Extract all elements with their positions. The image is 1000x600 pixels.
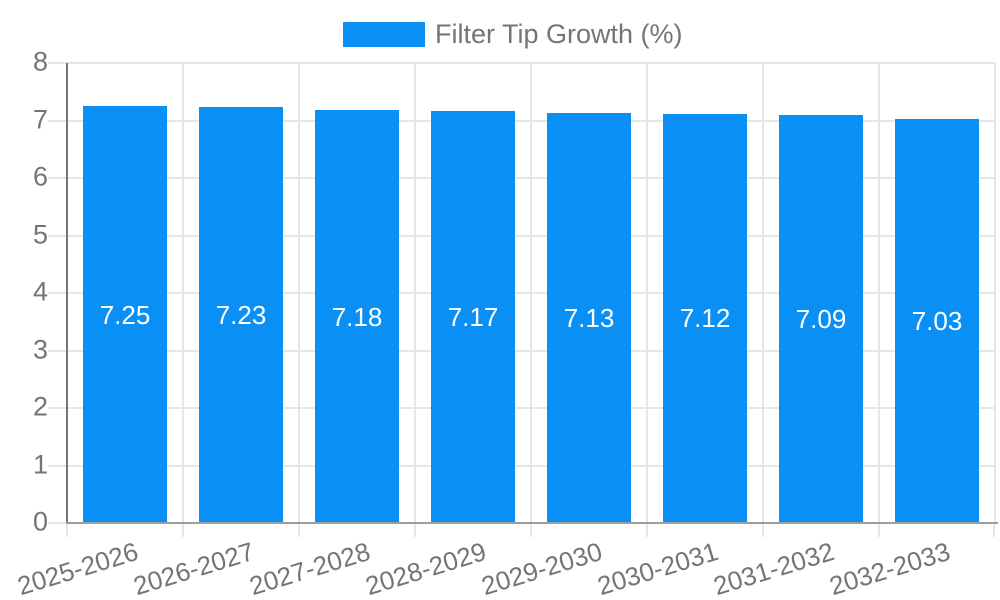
gridline-vertical: [878, 63, 880, 523]
bar-value-label: 7.17: [447, 301, 499, 332]
y-axis-tick: [48, 464, 67, 467]
bar[interactable]: 7.25: [83, 106, 167, 523]
y-axis-tick: [48, 62, 67, 64]
y-axis-line: [66, 63, 68, 523]
y-axis-tick-label: 7: [32, 103, 48, 134]
y-axis-tick-label: 0: [32, 506, 48, 537]
gridline-vertical: [182, 63, 184, 523]
gridline-vertical: [414, 63, 416, 523]
chart-legend: Filter Tip Growth (%): [343, 19, 683, 50]
bar[interactable]: 7.18: [315, 110, 399, 523]
y-axis-tick-label: 8: [32, 46, 48, 77]
bar-value-label: 7.09: [795, 304, 847, 335]
x-axis-tick-label: 2027-2028: [245, 536, 374, 600]
y-axis-tick: [48, 522, 67, 524]
bar[interactable]: 7.13: [547, 113, 631, 523]
y-axis-tick: [48, 177, 67, 179]
x-axis-tick-label: 2030-2031: [593, 536, 722, 600]
y-axis-tick-label: 3: [32, 333, 48, 364]
x-axis-tick-label: 2028-2029: [361, 536, 490, 600]
x-axis-tick: [298, 523, 300, 537]
x-axis-tick-label: 2029-2030: [477, 536, 606, 600]
gridline-vertical: [530, 63, 532, 523]
y-axis-tick: [48, 119, 67, 122]
gridline-vertical: [646, 63, 648, 523]
y-axis-tick: [48, 407, 67, 409]
x-axis-tick: [414, 523, 416, 537]
legend-swatch: [343, 22, 425, 48]
gridline-vertical: [762, 63, 764, 523]
bar-value-label: 7.23: [215, 300, 267, 331]
x-axis-tick: [646, 523, 648, 537]
bar-value-label: 7.18: [331, 301, 383, 332]
x-axis-tick: [530, 523, 532, 537]
bar[interactable]: 7.12: [663, 113, 747, 523]
bar-value-label: 7.12: [679, 303, 731, 334]
x-axis-tick: [66, 523, 68, 537]
y-axis-tick-label: 2: [32, 391, 48, 422]
x-axis-line: [66, 522, 998, 524]
x-axis-tick-label: 2032-2033: [825, 536, 954, 600]
x-axis-tick-label: 2031-2032: [709, 536, 838, 600]
x-axis-tick: [182, 523, 184, 537]
bar[interactable]: 7.03: [895, 118, 979, 523]
y-axis-tick-label: 5: [32, 218, 48, 249]
bar-value-label: 7.03: [911, 305, 963, 336]
y-axis-tick-label: 1: [32, 448, 48, 479]
y-axis-tick-label: 4: [32, 276, 48, 307]
bar[interactable]: 7.23: [199, 107, 283, 523]
x-axis-tick-label: 2025-2026: [13, 536, 142, 600]
x-axis-tick: [762, 523, 764, 537]
y-axis-tick: [48, 349, 67, 352]
x-axis-tick: [878, 523, 880, 537]
y-axis-tick: [48, 292, 67, 294]
bar[interactable]: 7.09: [779, 115, 863, 523]
gridline-vertical: [298, 63, 300, 523]
bar-value-label: 7.25: [99, 299, 151, 330]
y-axis-tick: [48, 234, 67, 237]
y-axis-tick-label: 6: [32, 161, 48, 192]
bar-value-label: 7.13: [563, 303, 615, 334]
gridline-vertical: [994, 63, 996, 523]
bar[interactable]: 7.17: [431, 110, 515, 523]
legend-label: Filter Tip Growth (%): [435, 19, 683, 49]
plot-area: 7.25 7.23 7.18 7.17 7.13 7.12 7.09 7.03: [48, 62, 998, 537]
x-axis-tick-label: 2026-2027: [129, 536, 258, 600]
x-axis-tick: [993, 523, 995, 537]
